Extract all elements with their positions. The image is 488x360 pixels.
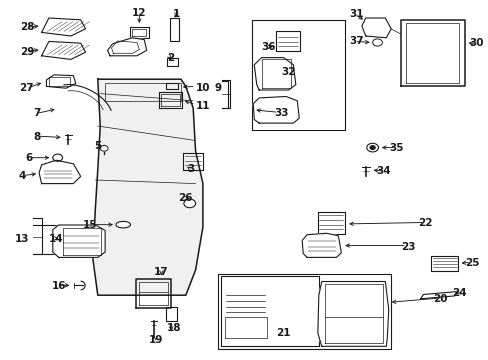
Text: 31: 31 <box>349 9 364 19</box>
Text: 32: 32 <box>281 67 295 77</box>
Polygon shape <box>361 18 390 38</box>
Ellipse shape <box>116 221 130 228</box>
Text: 28: 28 <box>20 22 34 32</box>
Polygon shape <box>302 233 341 257</box>
Text: 15: 15 <box>83 220 98 230</box>
Text: 26: 26 <box>178 193 193 203</box>
Text: 22: 22 <box>417 218 432 228</box>
Text: 33: 33 <box>273 108 288 118</box>
Text: 20: 20 <box>432 294 447 304</box>
Text: 3: 3 <box>187 164 194 174</box>
Text: 19: 19 <box>149 335 163 345</box>
Text: 9: 9 <box>214 83 221 93</box>
Polygon shape <box>107 38 146 56</box>
Text: 25: 25 <box>464 258 478 268</box>
Text: 4: 4 <box>18 171 26 181</box>
Circle shape <box>369 146 374 149</box>
Text: 16: 16 <box>51 281 66 291</box>
Polygon shape <box>253 96 299 123</box>
Text: 8: 8 <box>33 132 40 142</box>
Text: 34: 34 <box>376 166 390 176</box>
Text: 1: 1 <box>172 9 179 19</box>
Polygon shape <box>53 225 105 257</box>
Text: 29: 29 <box>20 47 34 57</box>
Text: 5: 5 <box>94 141 101 151</box>
Text: 36: 36 <box>261 42 276 52</box>
Text: 18: 18 <box>166 323 181 333</box>
Text: 27: 27 <box>20 83 34 93</box>
Text: 10: 10 <box>195 83 210 93</box>
Polygon shape <box>41 41 85 59</box>
Circle shape <box>183 199 195 208</box>
Text: 24: 24 <box>451 288 466 298</box>
Polygon shape <box>254 58 295 90</box>
Polygon shape <box>93 79 203 295</box>
Circle shape <box>53 154 62 161</box>
Text: 13: 13 <box>15 234 29 244</box>
Text: 30: 30 <box>468 38 483 48</box>
Polygon shape <box>41 18 85 36</box>
Text: 23: 23 <box>400 242 415 252</box>
Text: 21: 21 <box>276 328 290 338</box>
Polygon shape <box>420 292 456 299</box>
Text: 17: 17 <box>154 267 168 277</box>
Text: 6: 6 <box>26 153 33 163</box>
Circle shape <box>55 156 60 159</box>
Circle shape <box>366 143 378 152</box>
Circle shape <box>100 145 108 151</box>
Text: 12: 12 <box>132 8 146 18</box>
Polygon shape <box>39 160 81 184</box>
Text: 37: 37 <box>349 36 364 46</box>
Polygon shape <box>317 282 388 346</box>
Circle shape <box>372 39 382 46</box>
Text: 2: 2 <box>167 53 174 63</box>
Text: 7: 7 <box>33 108 41 118</box>
Polygon shape <box>46 75 76 88</box>
Text: 14: 14 <box>49 234 63 244</box>
Text: 35: 35 <box>388 143 403 153</box>
Text: 11: 11 <box>195 101 210 111</box>
